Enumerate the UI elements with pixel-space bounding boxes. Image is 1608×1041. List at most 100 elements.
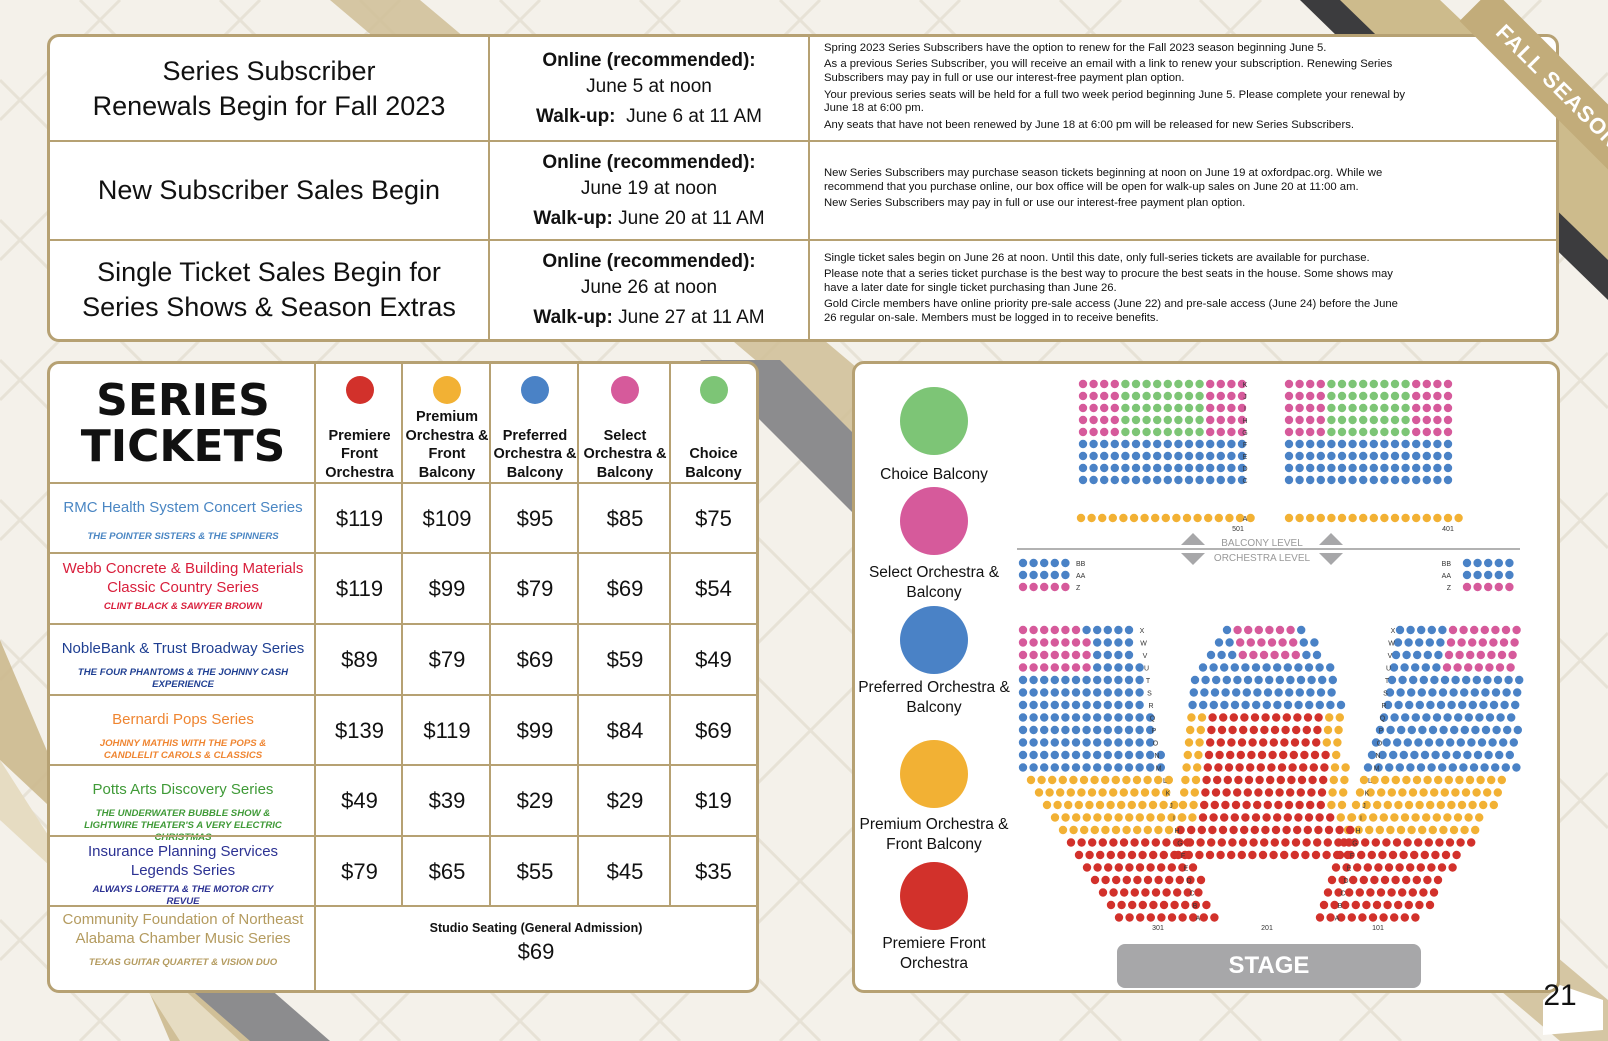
seat: [1231, 800, 1241, 810]
seat: [1093, 638, 1102, 647]
seat: [1316, 513, 1325, 523]
price-cell: $49: [695, 647, 732, 672]
seat: [1205, 850, 1215, 860]
seat: [1061, 675, 1070, 685]
schedule-dates: Online (recommended): June 5 at noon Wal…: [490, 37, 810, 140]
seat: [1443, 391, 1453, 401]
seat: [1230, 813, 1239, 822]
seat: [1385, 688, 1395, 697]
seat: [1240, 713, 1249, 722]
seat: [1184, 379, 1194, 389]
heading-line: TICKETS: [80, 421, 286, 472]
seat: [1061, 688, 1070, 697]
price-cell: $99: [428, 576, 466, 601]
price-cell: $65: [428, 859, 466, 884]
schedule-note: Any seats that have not been renewed by …: [824, 118, 1355, 131]
seat: [1195, 379, 1204, 389]
seat: [1375, 825, 1384, 835]
seat: [1213, 775, 1222, 785]
seat: [1400, 913, 1409, 922]
seat: [1172, 513, 1181, 523]
seat: [1436, 800, 1445, 810]
seat: [1299, 763, 1308, 772]
seat: [1082, 725, 1091, 735]
seat: [1451, 675, 1460, 685]
seat: [1146, 913, 1155, 922]
seat: [1018, 750, 1028, 760]
seat: [1419, 675, 1428, 685]
seat: [1399, 750, 1408, 760]
seat: [1488, 738, 1497, 747]
seat: [1403, 738, 1412, 747]
seat: [1132, 775, 1142, 785]
seat: [1162, 838, 1171, 847]
seat: [1462, 582, 1472, 592]
seat: [1390, 813, 1399, 822]
seat: [1207, 725, 1216, 735]
seat: [1029, 700, 1038, 710]
seat: [1328, 675, 1337, 685]
seat: [1228, 650, 1237, 660]
row-letter: V: [1388, 653, 1393, 660]
tier-color-dot: [521, 376, 549, 404]
seat: [1188, 863, 1198, 872]
seat: [1464, 813, 1473, 822]
seat: [1249, 725, 1258, 735]
seat: [1050, 713, 1059, 722]
seat: [1050, 638, 1059, 647]
seat: [1040, 713, 1049, 722]
seat: [1232, 688, 1241, 697]
seat: [1402, 875, 1411, 885]
legend-swatch: [900, 487, 968, 555]
seat: [1207, 838, 1216, 847]
seat: [1098, 838, 1107, 847]
seat: [1307, 675, 1316, 685]
seat: [1018, 763, 1028, 772]
seat: [1018, 700, 1028, 710]
seat: [1462, 570, 1472, 580]
seat: [1196, 725, 1205, 735]
seat: [1380, 451, 1389, 461]
seat: [1284, 463, 1294, 473]
seat: [1376, 888, 1386, 897]
seat: [1174, 463, 1183, 473]
seat: [1262, 700, 1271, 710]
seat: [1281, 725, 1290, 735]
seat: [1433, 391, 1442, 401]
seat: [1026, 775, 1036, 785]
seat: [1262, 663, 1271, 672]
schedule-note: Your previous series seats will be held …: [824, 88, 1406, 115]
price-cell: $54: [695, 576, 732, 601]
seat: [1362, 900, 1371, 910]
seat: [1228, 725, 1237, 735]
seat: [1467, 838, 1476, 847]
price-cell: $109: [422, 506, 472, 531]
seat: [1082, 663, 1091, 672]
seat: [1504, 675, 1513, 685]
seat: [1210, 688, 1220, 697]
seat: [1227, 427, 1236, 437]
seat: [1133, 825, 1142, 835]
seat: [1433, 427, 1442, 437]
seat: [1315, 700, 1324, 710]
seat: [1323, 725, 1333, 735]
seat: [1124, 650, 1134, 660]
row-letter: U: [1144, 666, 1149, 673]
seat: [1148, 800, 1158, 810]
seat: [1227, 451, 1236, 461]
seat: [1037, 775, 1046, 785]
seat: [1089, 391, 1098, 401]
seat: [1394, 700, 1403, 710]
seat: [1121, 379, 1130, 389]
seat: [1380, 875, 1390, 885]
seat: [1197, 825, 1206, 835]
seat: [1437, 863, 1447, 872]
seat: [1337, 475, 1347, 485]
row-divider: [50, 694, 756, 696]
seat: [1029, 750, 1038, 760]
seat: [1380, 391, 1389, 401]
seat: [1284, 451, 1294, 461]
seat: [1216, 415, 1225, 425]
seat: [1121, 475, 1130, 485]
seat: [1365, 825, 1374, 835]
